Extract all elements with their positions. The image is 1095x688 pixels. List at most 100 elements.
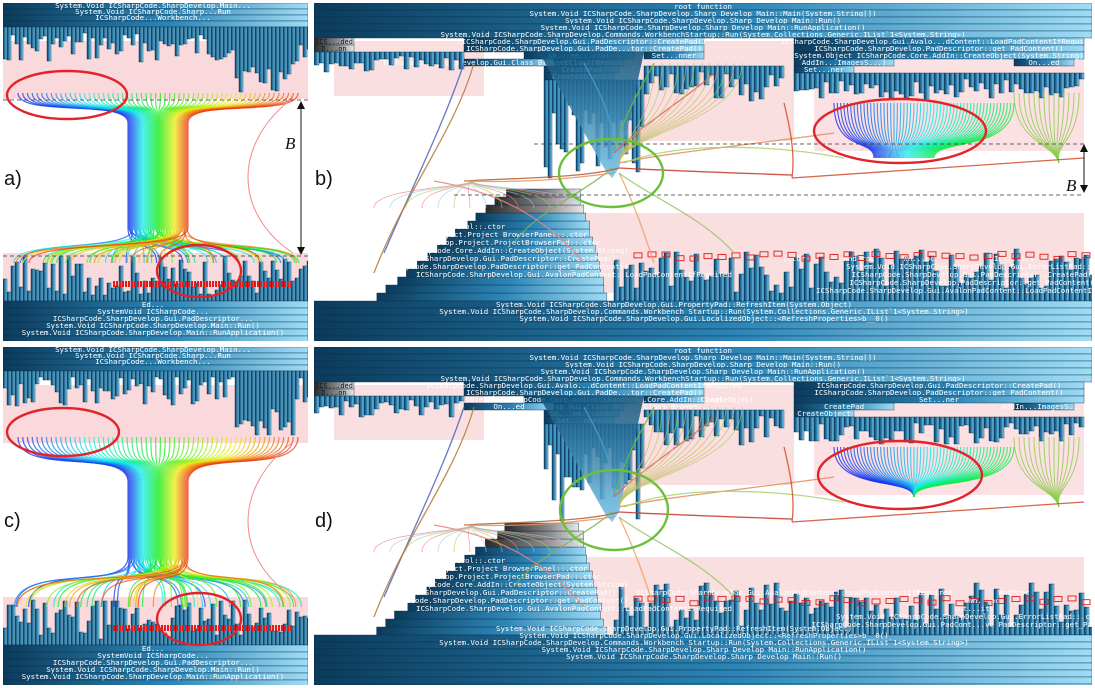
frame-column (933, 72, 940, 94)
frame-column (206, 370, 212, 395)
frame-column (348, 51, 355, 70)
frame-column (10, 265, 16, 302)
frame-column (1043, 72, 1050, 88)
frame-column (743, 251, 750, 302)
edge-curve (383, 406, 465, 598)
edge-curve (876, 102, 889, 159)
frame-column (823, 416, 830, 440)
panel-label-a: a) (4, 168, 22, 190)
edge-curve (915, 102, 962, 159)
frame-column (1063, 72, 1070, 89)
red-tick (218, 281, 220, 287)
frame-column (30, 26, 36, 49)
top-bar-label: System.Void ICSharpCode.Sharp...Run (75, 7, 231, 16)
frame-column (803, 416, 810, 432)
frame-column (34, 370, 40, 385)
frame-column (773, 409, 780, 427)
frame-column (150, 370, 156, 393)
frame-column (403, 51, 410, 70)
edge-curve (383, 62, 465, 254)
red-tick (185, 281, 187, 287)
edge-curve (69, 92, 227, 264)
frame-column (1008, 72, 1015, 93)
edge-curve (856, 102, 883, 159)
red-tick (128, 281, 130, 287)
frame-column (848, 72, 855, 86)
frame-column (14, 261, 20, 302)
frame-column (323, 395, 330, 407)
frame-column (928, 416, 935, 426)
frame-column (843, 416, 850, 428)
red-marker (969, 254, 979, 261)
red-tick (284, 281, 286, 287)
red-tick (239, 625, 241, 631)
red-marker (815, 252, 825, 259)
call-frame-label: ICSharpCode.SharpDevelop.PadDescriptor::… (379, 262, 628, 271)
call-frame-label: ICSharpCode.SharpDevelop.PadDescriptor::… (814, 388, 1063, 397)
highlight-ellipse-top (5, 69, 129, 121)
frame-column (10, 26, 16, 36)
frame-column (703, 279, 710, 302)
edge-curve (55, 92, 189, 264)
frame-column (210, 603, 216, 646)
frame-column (314, 395, 320, 414)
frame-column (763, 409, 770, 438)
frame-column (3, 370, 8, 389)
frame-column (878, 72, 885, 98)
edge-curve (909, 102, 942, 159)
frame-column (74, 263, 80, 302)
red-tick (242, 281, 244, 287)
frame-column (383, 395, 390, 403)
frame-column (154, 26, 160, 61)
edge-curve (28, 92, 299, 264)
frame-column (246, 370, 252, 422)
frame-column (198, 26, 204, 36)
bottom-bar-label: System.Void ICSharpCode.SharpDevelop.Mai… (46, 321, 260, 330)
frame-column (373, 395, 380, 410)
red-tick (203, 625, 205, 631)
red-tick (173, 625, 175, 631)
red-marker (899, 596, 909, 603)
frame-column (453, 51, 460, 61)
call-frame-label: .ctor (908, 588, 931, 597)
red-marker (773, 596, 783, 603)
frame-column (50, 370, 56, 386)
frame-column (90, 370, 96, 392)
frame-column (863, 72, 870, 85)
frame-column (86, 26, 92, 60)
frame-column (230, 370, 236, 378)
call-frame (643, 51, 705, 60)
frame-column (138, 370, 144, 385)
red-tick (125, 625, 127, 631)
frame-column (38, 270, 44, 302)
red-marker (1039, 253, 1049, 260)
red-tick (203, 281, 205, 287)
frame-column (783, 271, 790, 302)
frame-column (873, 72, 880, 86)
frame-column (258, 26, 264, 83)
call-frame (385, 284, 605, 294)
frame-column (190, 370, 196, 405)
frame-column (1078, 416, 1085, 428)
edge-curve (866, 102, 886, 159)
red-tick (245, 625, 247, 631)
frame-column (22, 256, 28, 302)
frame-column (1008, 416, 1015, 424)
frame-column (393, 395, 400, 414)
highlight-ellipse-center (557, 137, 665, 209)
call-frame-label: SetContent (402, 174, 447, 183)
frame-column (1058, 416, 1065, 442)
red-tick (272, 625, 274, 631)
frame-column (66, 256, 72, 302)
frame-column (693, 65, 700, 87)
frame-column (170, 26, 176, 45)
edge-curve (129, 436, 275, 608)
edge-curve (916, 102, 965, 159)
frame-column (793, 257, 800, 302)
frame-column (398, 395, 405, 410)
edge-curve (863, 102, 885, 159)
frame-column (963, 416, 970, 426)
red-tick (287, 281, 289, 287)
frame-column (182, 26, 188, 45)
edge-curve (783, 102, 794, 179)
